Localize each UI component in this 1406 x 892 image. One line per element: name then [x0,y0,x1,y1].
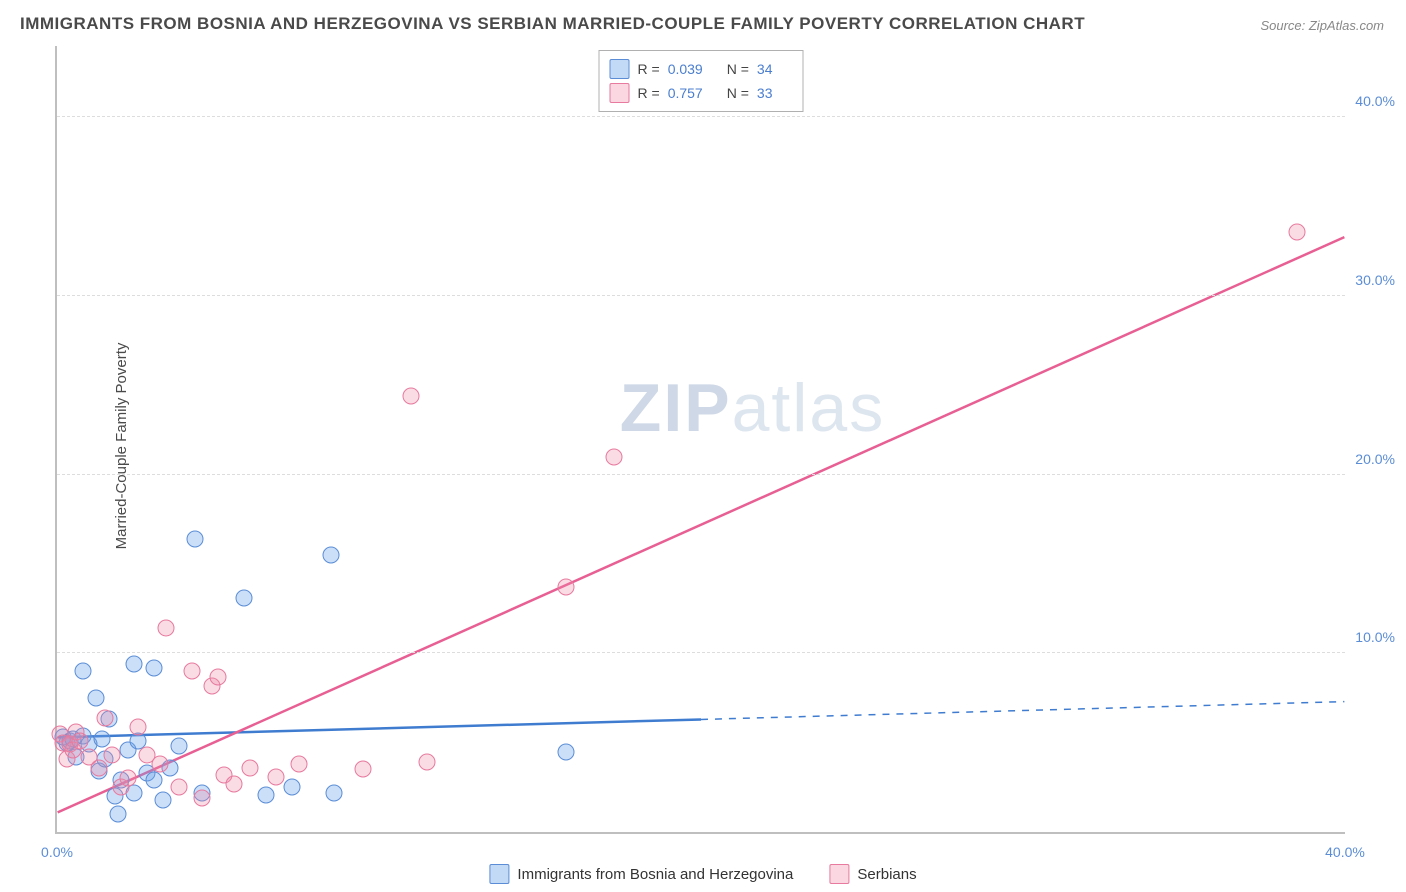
data-point-serbian [158,620,175,637]
gridline [57,116,1345,117]
trend-line [58,719,701,737]
data-point-bosnia [325,784,342,801]
legend-item: Serbians [829,864,916,884]
data-point-serbian [210,668,227,685]
trend-line [58,237,1345,812]
y-tick-label: 30.0% [1355,272,1395,288]
stats-legend-row: R = 0.757 N = 33 [610,81,789,105]
data-point-bosnia [145,659,162,676]
data-point-serbian [152,756,169,773]
data-point-bosnia [126,656,143,673]
data-point-bosnia [87,690,104,707]
gridline [57,474,1345,475]
data-point-bosnia [322,547,339,564]
data-point-serbian [419,754,436,771]
scatter-plot-area: R =0.039N =34R =0.757N =33 ZIPatlas 10.0… [55,46,1345,834]
data-point-bosnia [155,791,172,808]
data-point-serbian [1288,223,1305,240]
data-point-bosnia [145,772,162,789]
data-point-serbian [119,770,136,787]
legend-label: Serbians [857,866,916,883]
trend-line-extrapolated [701,702,1344,720]
data-point-bosnia [258,786,275,803]
data-point-serbian [226,775,243,792]
x-tick-label: 0.0% [41,844,73,860]
data-point-serbian [606,448,623,465]
chart-title: IMMIGRANTS FROM BOSNIA AND HERZEGOVINA V… [20,14,1085,34]
data-point-bosnia [284,779,301,796]
data-point-serbian [290,756,307,773]
data-point-bosnia [110,806,127,823]
y-tick-label: 20.0% [1355,451,1395,467]
series-legend: Immigrants from Bosnia and Herzegovina Se… [489,864,916,884]
y-tick-label: 40.0% [1355,93,1395,109]
legend-swatch [489,864,509,884]
gridline [57,295,1345,296]
data-point-serbian [354,761,371,778]
legend-label: Immigrants from Bosnia and Herzegovina [517,866,793,883]
r-value: 0.757 [668,85,703,101]
data-point-serbian [184,663,201,680]
r-label: R = [638,85,660,101]
legend-swatch [829,864,849,884]
data-point-bosnia [557,743,574,760]
data-point-serbian [403,388,420,405]
data-point-bosnia [171,738,188,755]
n-value: 33 [757,85,773,101]
data-point-serbian [129,718,146,735]
data-point-serbian [193,790,210,807]
legend-swatch [610,59,630,79]
n-label: N = [727,85,749,101]
y-tick-label: 10.0% [1355,629,1395,645]
stats-legend: R = 0.039 N = 34 R = 0.757 N = 33 [599,50,804,112]
legend-item: Immigrants from Bosnia and Herzegovina [489,864,793,884]
data-point-serbian [103,747,120,764]
data-point-bosnia [235,590,252,607]
r-value: 0.039 [668,61,703,77]
legend-swatch [610,83,630,103]
trend-lines-layer [57,46,1345,832]
data-point-serbian [267,768,284,785]
r-label: R = [638,61,660,77]
data-point-bosnia [94,731,111,748]
data-point-bosnia [74,663,91,680]
stats-legend-row: R = 0.039 N = 34 [610,57,789,81]
gridline [57,652,1345,653]
data-point-serbian [71,732,88,749]
data-point-serbian [90,759,107,776]
source-attribution: Source: ZipAtlas.com [1260,18,1384,33]
data-point-serbian [97,709,114,726]
n-label: N = [727,61,749,77]
x-tick-label: 40.0% [1325,844,1365,860]
data-point-serbian [242,759,259,776]
data-point-serbian [557,579,574,596]
n-value: 34 [757,61,773,77]
data-point-bosnia [187,531,204,548]
data-point-serbian [171,779,188,796]
